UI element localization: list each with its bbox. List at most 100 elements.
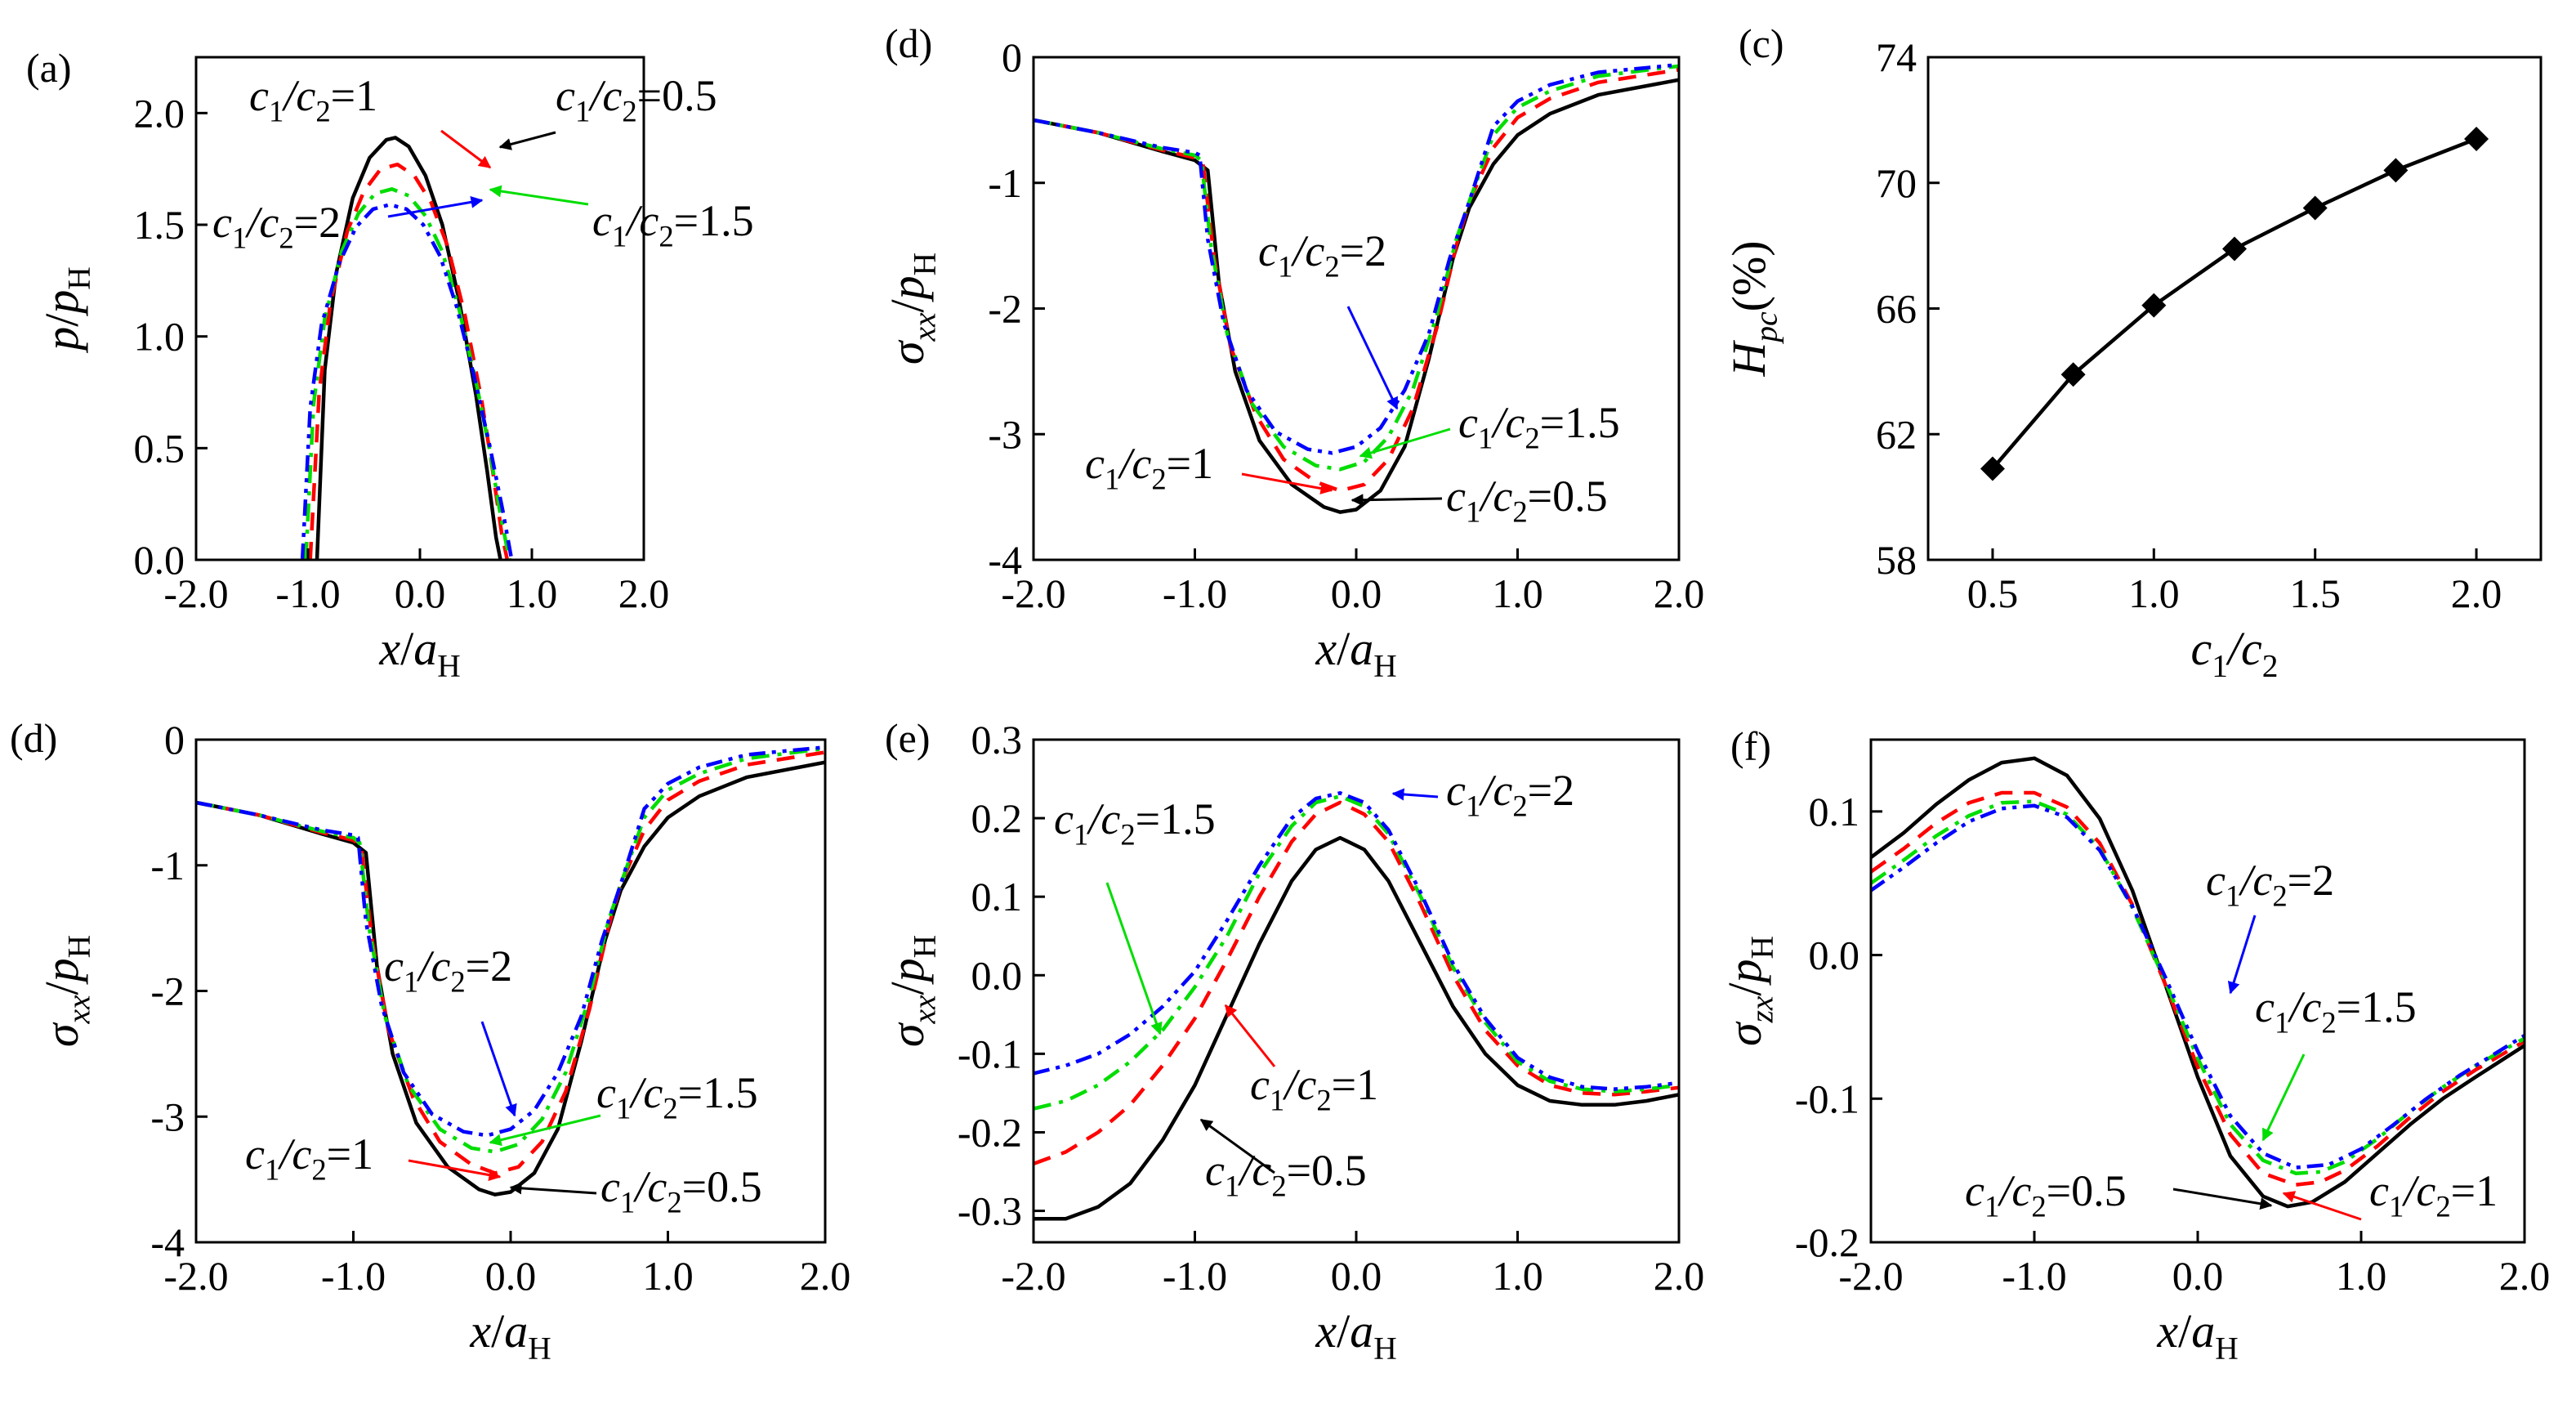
x-tick-label: 1.0 — [2336, 1253, 2387, 1299]
x-tick-label: 1.0 — [642, 1253, 694, 1299]
chart-panel-3: 0.5 1.0 1.5 2.0 58 62 66 70 74 c1​/c2​ Hpc​(%) (c) — [1722, 20, 2543, 684]
annotation-label: c1​/c2​=0.5 — [1446, 472, 1608, 529]
annotation-label: c1​/c2​=1.5 — [1458, 398, 1620, 455]
series-line-c1-c2-1 — [196, 750, 825, 1175]
y-axis-label: σxx​/pH​ — [881, 935, 943, 1047]
annotation-arrow — [1199, 1118, 1275, 1174]
series-line-c1-c2-0-5 — [196, 760, 825, 1197]
annotation-arrow — [387, 195, 484, 218]
y-tick-label: 0.1 — [1809, 789, 1860, 834]
x-tick-label: 0.0 — [2172, 1253, 2224, 1299]
data-point-marker — [2383, 158, 2409, 183]
panel-label: (f) — [1730, 723, 1771, 769]
annotation-label: c1​/c2​=1 — [249, 71, 377, 128]
annotation-arrow — [1359, 427, 1451, 459]
panel-label: (c) — [1739, 20, 1784, 66]
x-tick-label: 0.0 — [395, 570, 446, 616]
annotation-label: c1​/c2​=1.5 — [2255, 982, 2417, 1040]
series-line-c1-c2-2 — [1034, 791, 1679, 1091]
annotation-arrow — [1391, 788, 1439, 801]
y-tick-label: -0.1 — [958, 1031, 1022, 1076]
series-line-c1-c2-1 — [1034, 68, 1679, 493]
x-tick-label: -2.0 — [163, 1253, 228, 1299]
y-tick-label: 70 — [1876, 160, 1917, 206]
annotation-label: c1​/c2​=2 — [384, 942, 512, 999]
x-tick-label: 1.5 — [2289, 570, 2341, 616]
y-tick-label: 66 — [1876, 286, 1917, 332]
x-tick-label: -1.0 — [2002, 1253, 2066, 1299]
series-line-hpc — [1991, 136, 2477, 470]
y-tick-label: 0 — [1002, 34, 1022, 80]
x-tick-label: -1.0 — [1163, 1253, 1227, 1299]
x-axis-label: c1​/c2​ — [2190, 622, 2278, 684]
x-tick-label: 0.0 — [1331, 1253, 1382, 1299]
x-tick-label: 2.0 — [2499, 1253, 2551, 1299]
y-tick-label: 62 — [1876, 411, 1917, 457]
annotation-label: c1​/c2​=2 — [1258, 226, 1386, 284]
annotation-label: c1​/c2​=0.5 — [600, 1162, 762, 1219]
data-point-marker — [1980, 456, 2005, 481]
annotation-label: c1​/c2​=2 — [2206, 856, 2334, 913]
y-tick-label: -1 — [988, 160, 1022, 206]
x-tick-label: 0.5 — [1967, 570, 2019, 616]
x-tick-label: -2.0 — [163, 570, 228, 616]
annotation-label: c1​/c2​=1.5 — [592, 196, 754, 253]
annotation-arrow — [1351, 494, 1443, 507]
y-tick-label: 2.0 — [134, 90, 185, 136]
series-line-c1-c2-1-5 — [1871, 799, 2525, 1175]
data-point-marker — [2141, 293, 2167, 318]
data-point-marker — [2222, 236, 2247, 262]
series-line-c1-c2-1 — [1871, 790, 2525, 1187]
x-tick-label: -1.0 — [321, 1253, 386, 1299]
x-tick-label: -2.0 — [1001, 570, 1065, 616]
chart-panel-4: -2.0 -1.0 0.0 1.0 2.0 -4 -3 -2 -1 0 x/aH​ σxx​/pH​ (… — [10, 715, 850, 1367]
annotation-label: c1​/c2​=1 — [245, 1129, 373, 1187]
annotation-label: c1​/c2​=1 — [1085, 439, 1213, 496]
annotation-arrow — [2227, 915, 2257, 995]
x-tick-label: 2.0 — [1654, 1253, 1705, 1299]
annotation-label: c1​/c2​=0.5 — [1965, 1166, 2127, 1223]
x-axis-label: x/aH​ — [1315, 622, 1396, 684]
panel-label: (a) — [26, 45, 72, 91]
annotation-label: c1​/c2​=2 — [212, 198, 341, 255]
chart-panel-2: -2.0 -1.0 0.0 1.0 2.0 -4 -3 -2 -1 0 x/aH​ σxx​/pH​ (… — [881, 20, 1704, 684]
x-tick-label: -2.0 — [1838, 1253, 1903, 1299]
series-line-c1-c2-1-5 — [1034, 64, 1679, 472]
annotation-arrow — [2282, 1191, 2362, 1221]
chart-panel-1: -2.0 -1.0 0.0 1.0 2.0 0.0 0.5 1.0 1.5 2.0 x/aH​ p/p… — [26, 45, 754, 684]
y-tick-label: -0.2 — [1795, 1219, 1859, 1265]
annotation-arrow — [1241, 472, 1333, 494]
series-line-c1-c2-2 — [300, 203, 514, 560]
x-tick-label: 2.0 — [2451, 570, 2502, 616]
y-axis-label: σxx​/pH​ — [35, 935, 97, 1047]
annotation-arrow — [489, 1114, 601, 1147]
annotation-arrow — [489, 185, 589, 206]
annotation-arrow — [1224, 1004, 1276, 1067]
y-tick-label: 1.0 — [134, 314, 185, 360]
y-tick-label: -2 — [988, 286, 1022, 332]
y-axis-label: σzx​/pH​ — [1718, 936, 1780, 1046]
y-axis-label: σxx​/pH​ — [881, 253, 943, 365]
annotation-arrow — [509, 1182, 597, 1195]
y-tick-label: 0 — [164, 717, 185, 763]
series-line-c1-c2-1 — [1034, 800, 1679, 1166]
annotation-label: c1​/c2​=1 — [1250, 1060, 1378, 1117]
y-tick-label: 74 — [1876, 34, 1917, 80]
y-tick-label: -2 — [150, 968, 185, 1014]
series-line-c1-c2-1-5 — [1034, 794, 1679, 1111]
x-tick-label: 2.0 — [618, 570, 670, 616]
annotation-arrow — [2261, 1053, 2306, 1142]
y-tick-label: -3 — [150, 1094, 185, 1139]
annotation-label: c1​/c2​=2 — [1446, 766, 1574, 823]
y-axis-label: p/pH​ — [35, 266, 97, 354]
x-tick-label: -1.0 — [1163, 570, 1227, 616]
y-tick-label: -0.2 — [958, 1109, 1022, 1155]
annotation-arrow — [1105, 882, 1163, 1036]
panel-label: (e) — [885, 715, 931, 761]
annotation-label: c1​/c2​=1.5 — [1054, 794, 1216, 852]
y-tick-label: 0.0 — [1809, 933, 1860, 978]
x-tick-label: 1.0 — [1492, 570, 1543, 616]
annotation-label: c1​/c2​=1 — [2369, 1166, 2498, 1223]
plot-frame — [1926, 56, 2543, 561]
y-tick-label: 0.5 — [134, 425, 185, 471]
